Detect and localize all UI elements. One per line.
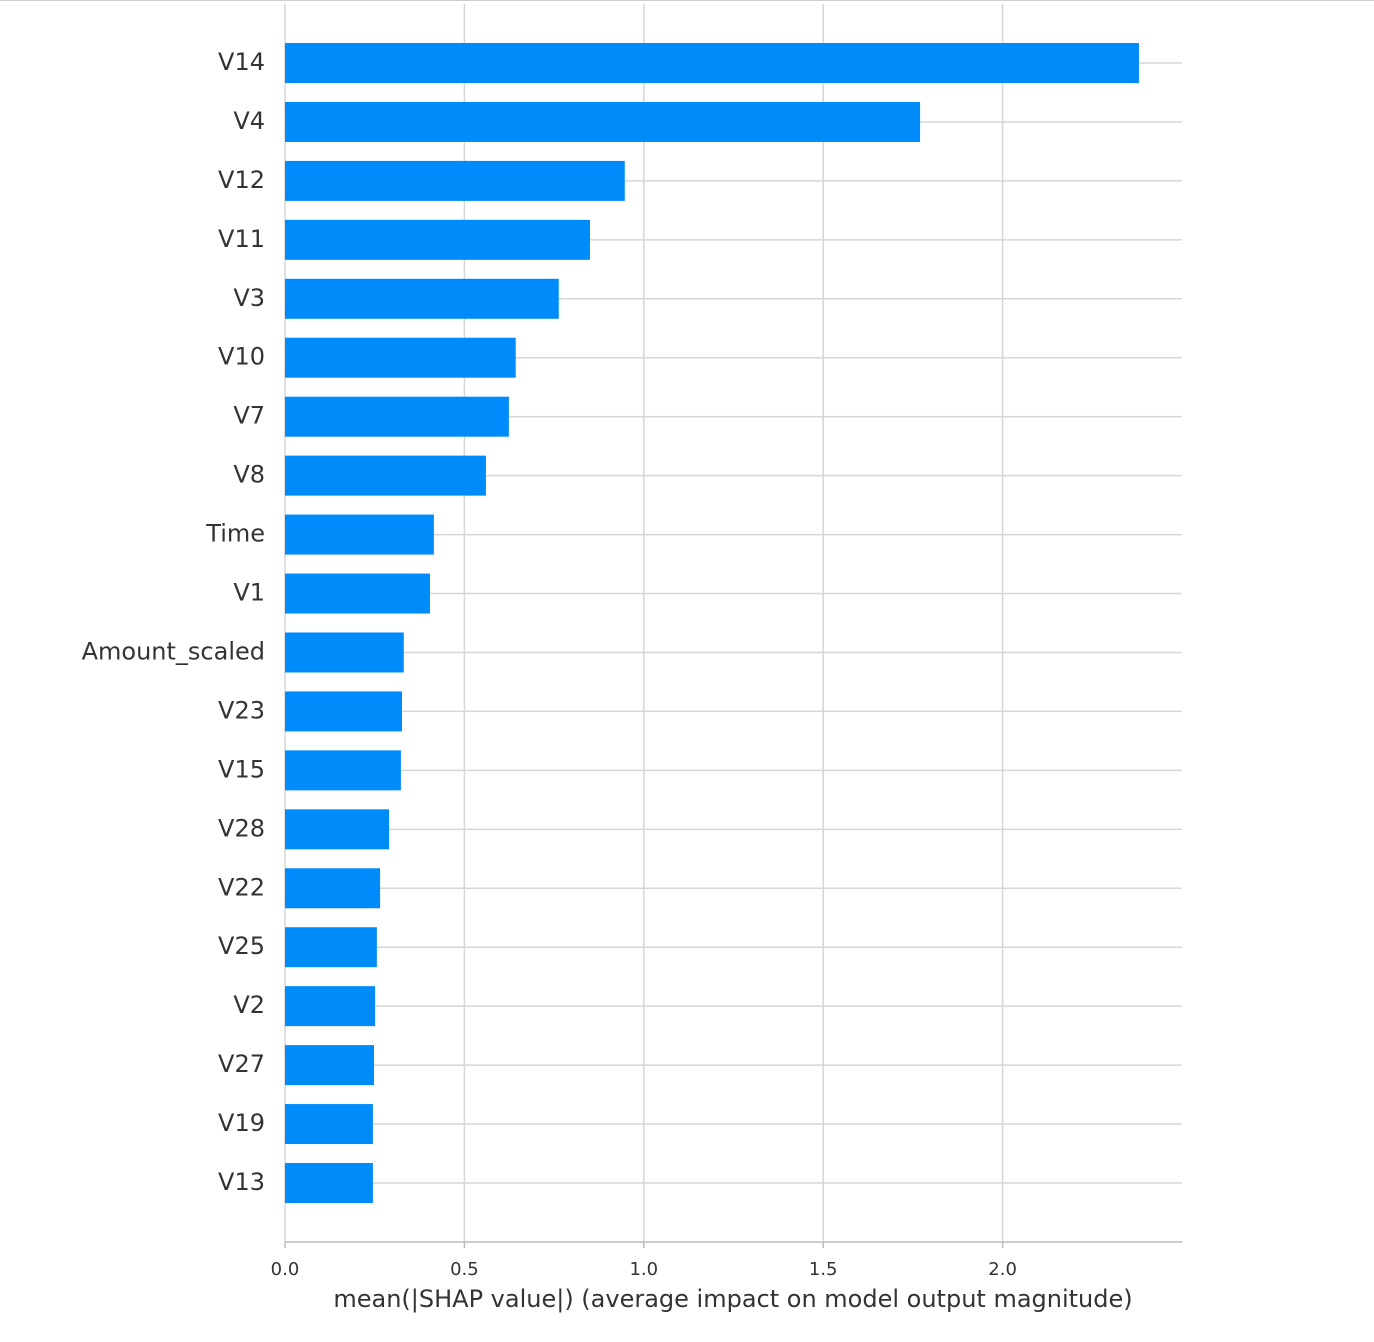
y-category-label: V7 xyxy=(233,402,265,430)
y-category-label: V28 xyxy=(218,814,265,842)
bar xyxy=(285,219,590,260)
y-category-label: V8 xyxy=(233,461,265,489)
bar xyxy=(285,927,377,968)
bar xyxy=(285,337,516,378)
y-category-label: Amount_scaled xyxy=(82,637,265,665)
bar xyxy=(285,632,404,673)
bar xyxy=(285,1163,373,1203)
y-category-label: V19 xyxy=(218,1109,265,1137)
y-category-label: V12 xyxy=(218,166,265,194)
y-category-label: V14 xyxy=(218,48,265,76)
bar xyxy=(285,101,921,142)
bar xyxy=(285,986,376,1027)
bar xyxy=(285,43,1139,83)
x-tick-label: 2.0 xyxy=(988,1259,1017,1280)
bar xyxy=(285,868,381,909)
bar xyxy=(285,160,625,201)
x-tick-label: 1.5 xyxy=(809,1259,838,1280)
bar xyxy=(285,455,486,496)
y-category-label: V13 xyxy=(218,1168,265,1196)
bar xyxy=(285,809,390,850)
y-category-label: V4 xyxy=(233,107,265,135)
y-category-label: Time xyxy=(205,520,265,548)
y-category-label: V27 xyxy=(218,1050,265,1078)
y-category-label: V22 xyxy=(218,873,265,901)
y-category-label: V3 xyxy=(233,284,265,312)
x-tick-label: 0.0 xyxy=(271,1259,300,1280)
y-category-label: V1 xyxy=(233,579,265,607)
y-category-label: V25 xyxy=(218,932,265,960)
x-tick-label: 1.0 xyxy=(629,1259,658,1280)
bar xyxy=(285,396,509,437)
bar xyxy=(285,1104,373,1145)
bar xyxy=(285,750,401,791)
bar xyxy=(285,514,434,555)
y-category-label: V23 xyxy=(218,696,265,724)
bar xyxy=(285,691,402,732)
y-category-label: V11 xyxy=(218,225,265,253)
bar xyxy=(285,278,559,319)
bar xyxy=(285,573,430,614)
y-category-label: V10 xyxy=(218,343,265,371)
x-tick-label: 0.5 xyxy=(450,1259,479,1280)
bar xyxy=(285,1045,374,1086)
x-axis-label: mean(|SHAP value|) (average impact on mo… xyxy=(333,1285,1132,1313)
y-category-label: V2 xyxy=(233,991,265,1019)
y-category-label: V15 xyxy=(218,755,265,783)
